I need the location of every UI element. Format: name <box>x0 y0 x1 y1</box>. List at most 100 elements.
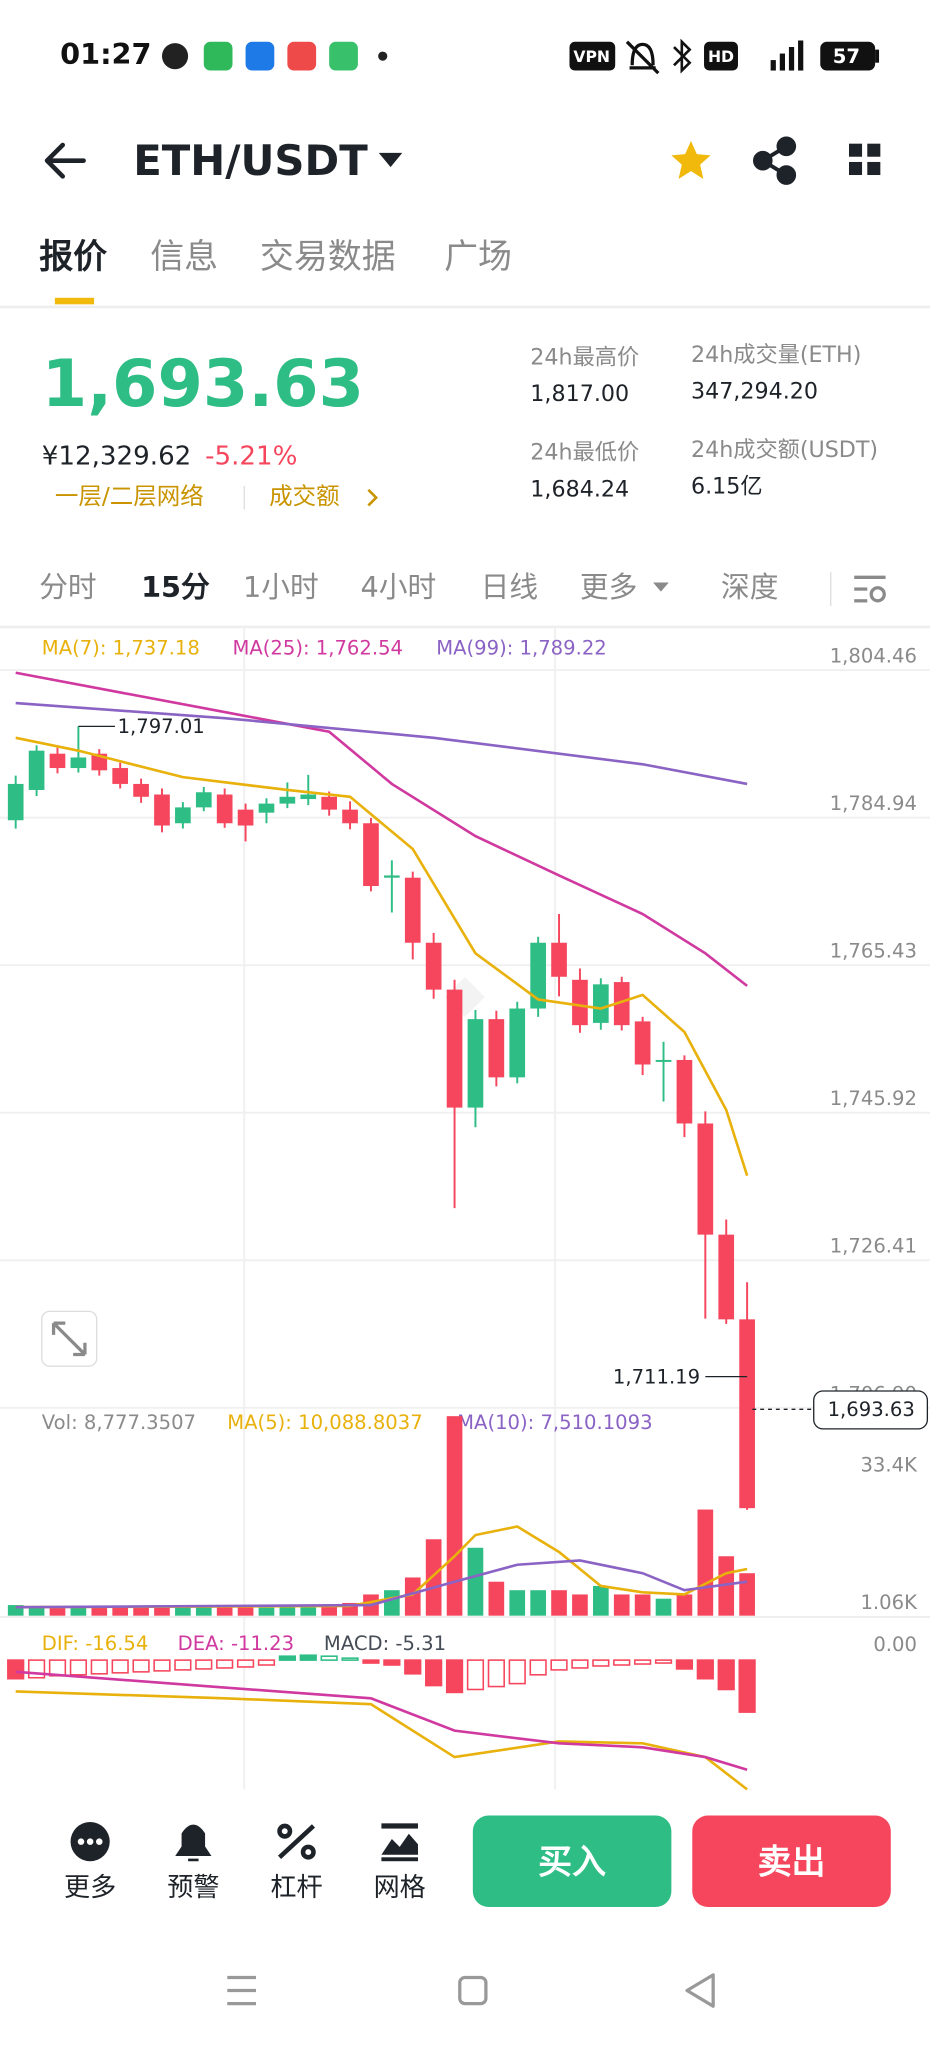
volume-bar <box>634 1594 651 1616</box>
volume-bar <box>572 1594 588 1616</box>
interval[interactable]: 日线 <box>481 570 538 604</box>
annotation: 1,711.19 <box>613 1365 700 1388</box>
nav-home[interactable] <box>458 1975 488 2006</box>
interval[interactable]: 分时 <box>39 570 96 604</box>
candle-body <box>70 757 87 769</box>
candle-body <box>7 783 24 821</box>
macd-bar <box>445 1659 464 1694</box>
alert-icon[interactable] <box>175 1824 212 1862</box>
leverage-icon[interactable] <box>277 1823 316 1860</box>
y-tick-label: 1,804.46 <box>830 644 917 667</box>
macd-bar <box>696 1659 714 1680</box>
volume-bar <box>49 1606 66 1616</box>
back-button[interactable] <box>44 142 86 179</box>
macd-bar <box>404 1659 422 1675</box>
candle-body <box>237 809 254 826</box>
volume-title: Vol: 8,777.3507 <box>42 1411 196 1434</box>
macd-bar <box>111 1659 129 1674</box>
ma-line <box>15 736 749 1177</box>
interval[interactable]: 4小时 <box>361 570 437 604</box>
tab[interactable]: 信息 <box>150 237 218 277</box>
candle-body <box>195 792 212 808</box>
macd-bar <box>613 1659 631 1666</box>
grid-menu-button[interactable] <box>849 143 881 176</box>
macd-bar <box>153 1659 171 1672</box>
macd-bar <box>466 1659 485 1691</box>
candle-body <box>28 750 45 790</box>
sell-label[interactable]: 卖出 <box>758 1842 826 1882</box>
pair-dropdown[interactable] <box>378 152 403 168</box>
volume-tick-label: 1.06K <box>860 1591 918 1614</box>
tag[interactable]: 一层/二层网络 <box>55 482 204 510</box>
macd-bar <box>90 1659 108 1675</box>
volume-bar <box>258 1607 275 1616</box>
macd-bar <box>529 1659 547 1676</box>
interval[interactable]: 更多 <box>580 570 637 604</box>
macd-bar <box>341 1657 359 1661</box>
stat-label: 24h最低价 <box>530 440 639 466</box>
interval[interactable]: 1小时 <box>243 570 319 604</box>
expand-button[interactable] <box>41 1310 98 1367</box>
candle-body <box>467 1019 484 1108</box>
stat-value: 347,294.20 <box>691 378 818 404</box>
volume-ma-legend: MA(5): 10,088.8037 <box>227 1411 422 1434</box>
macd-tick-label: 0.00 <box>873 1633 917 1656</box>
macd-bar <box>69 1659 88 1676</box>
macd-legend: DEA: -11.23 <box>178 1632 294 1655</box>
last-price: 1,693.63 <box>42 346 364 422</box>
macd-bar <box>362 1659 380 1664</box>
ma-line <box>15 671 748 987</box>
favorite-star[interactable] <box>671 141 711 179</box>
volume-bar <box>154 1605 170 1616</box>
macd-bar <box>634 1659 652 1665</box>
status-app-icons <box>161 41 388 71</box>
share-button[interactable] <box>752 136 797 185</box>
bluetooth-icon <box>673 38 692 74</box>
candle-body <box>718 1234 735 1320</box>
candle-body <box>425 942 442 990</box>
candle-body <box>300 794 317 800</box>
tab[interactable]: 交易数据 <box>260 237 396 277</box>
cny-price: ¥12,329.62 <box>42 442 192 472</box>
last-price-tag <box>813 1390 929 1430</box>
toolbar-label[interactable]: 预警 <box>167 1873 219 1903</box>
sell-button[interactable] <box>692 1815 891 1907</box>
volume-bar <box>446 1416 463 1616</box>
kline-chart: 1,804.46 1,784.94 1,765.43 1,745.92 1,726.41… <box>0 626 930 1791</box>
tab[interactable]: 报价 <box>39 237 107 277</box>
toolbar-label[interactable]: 杠杆 <box>270 1873 322 1903</box>
toolbar-label[interactable]: 更多 <box>64 1873 116 1903</box>
y-tick-label: 1,726.41 <box>830 1235 917 1258</box>
buy-button[interactable] <box>472 1815 672 1907</box>
pair-title[interactable]: ETH/USDT <box>133 136 368 185</box>
nav-back[interactable] <box>685 1973 715 2008</box>
interval[interactable]: 深度 <box>721 570 778 604</box>
nav-menu[interactable] <box>227 1975 257 2006</box>
chart-settings[interactable] <box>854 575 886 603</box>
volume-bar <box>488 1581 505 1616</box>
volume-bar <box>404 1577 421 1616</box>
interval[interactable]: 15分 <box>141 570 210 604</box>
volume-bar <box>467 1547 484 1616</box>
macd-bar <box>383 1659 401 1666</box>
y-tick-label: 1,784.94 <box>830 792 917 815</box>
interval-dropdown[interactable] <box>653 582 669 592</box>
annotation: 1,797.01 <box>118 715 205 738</box>
y-tick-label: 1,745.92 <box>830 1087 917 1110</box>
macd-bar <box>216 1659 234 1669</box>
candle-body <box>551 942 567 977</box>
macd-bar <box>717 1659 735 1691</box>
buy-label[interactable]: 买入 <box>538 1842 606 1882</box>
toolbar-label[interactable]: 网格 <box>374 1873 426 1903</box>
macd-bar <box>257 1659 276 1666</box>
volume-bar <box>739 1573 755 1616</box>
tag[interactable]: 成交额 <box>269 482 340 510</box>
candle-body <box>634 1021 651 1065</box>
volume-bar <box>593 1585 609 1616</box>
macd-bar <box>174 1659 192 1671</box>
volume-bar <box>551 1590 567 1616</box>
y-tick-label: 1,765.43 <box>830 940 917 963</box>
tab[interactable]: 广场 <box>444 237 512 277</box>
last-price-label: 1,693.63 <box>828 1398 915 1421</box>
grid-icon[interactable] <box>381 1823 418 1862</box>
